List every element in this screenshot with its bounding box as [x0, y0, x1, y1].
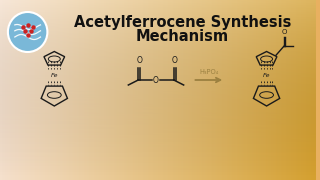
Circle shape: [8, 12, 47, 52]
Text: O: O: [136, 56, 142, 65]
Text: O: O: [153, 75, 159, 84]
Text: Fe: Fe: [51, 73, 58, 78]
Text: Acetylferrocene Synthesis: Acetylferrocene Synthesis: [74, 15, 291, 30]
Text: Fe: Fe: [263, 73, 270, 78]
Text: O: O: [281, 29, 287, 35]
Text: Mechanism: Mechanism: [136, 28, 229, 44]
Text: O: O: [172, 56, 178, 65]
Text: H₃PO₄: H₃PO₄: [199, 69, 219, 75]
